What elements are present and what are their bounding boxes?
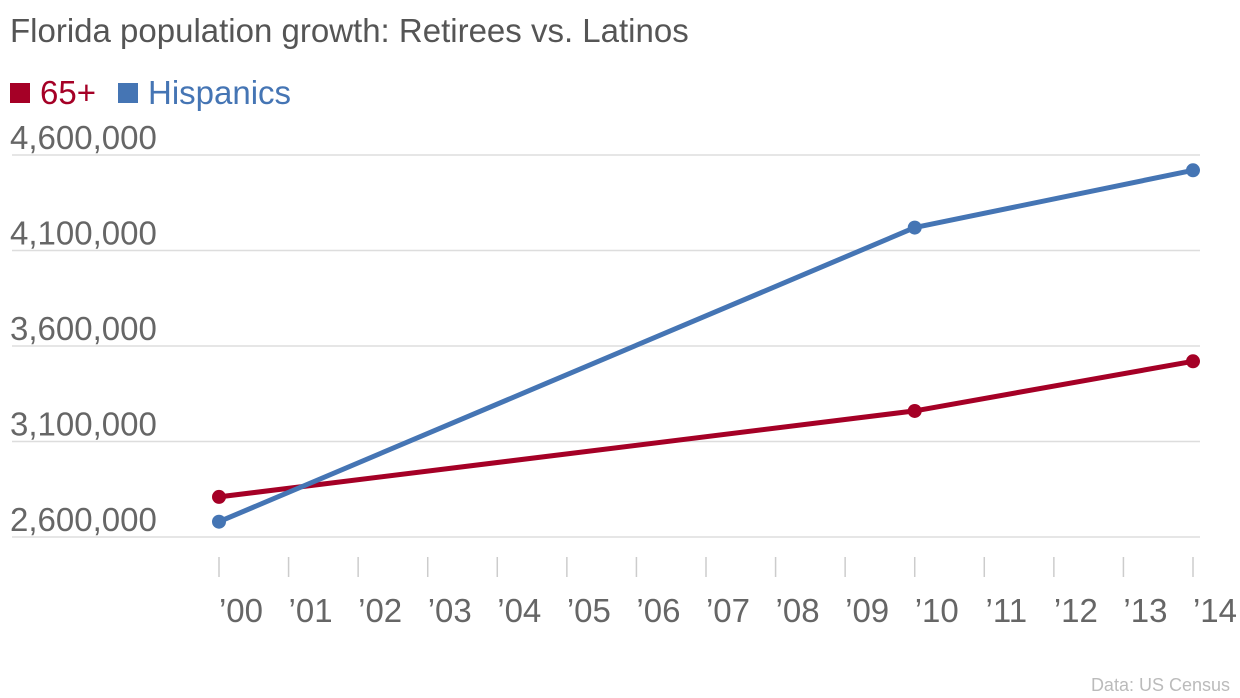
legend-swatch-hispanics bbox=[117, 83, 138, 103]
x-tick-label-2005: ’05 bbox=[567, 592, 611, 629]
legend-item-65-plus: 65+ bbox=[10, 74, 96, 112]
data-point-hispanics-2000 bbox=[212, 514, 226, 529]
y-tick-label-3600000: 3,600,000 bbox=[10, 310, 157, 347]
y-axis-tick-labels: 2,600,000 3,100,000 3,600,000 4,100,000 4,60… bbox=[10, 119, 157, 538]
x-tick-label-2006: ’06 bbox=[636, 592, 680, 629]
legend: 65+ Hispanics bbox=[10, 74, 313, 112]
legend-label-hispanics: Hispanics bbox=[147, 74, 292, 111]
x-tick-label-2008: ’08 bbox=[776, 592, 820, 629]
x-tick-label-2002: ’02 bbox=[358, 592, 402, 629]
chart-title: Florida population growth: Retirees vs. … bbox=[10, 12, 689, 49]
source-note: Data: US Census bbox=[1090, 675, 1230, 695]
series-lines bbox=[212, 163, 1200, 529]
x-tick-label-2012: ’12 bbox=[1054, 592, 1098, 629]
y-tick-label-4100000: 4,100,000 bbox=[10, 215, 157, 252]
y-tick-label-4600000: 4,600,000 bbox=[10, 119, 157, 156]
x-tick-label-2000: ’00 bbox=[219, 592, 263, 629]
data-point-65-2014 bbox=[1186, 354, 1200, 369]
y-tick-label-3100000: 3,100,000 bbox=[10, 406, 157, 443]
legend-item-hispanics: Hispanics bbox=[117, 74, 292, 112]
x-axis: ’00 ’01 ’02 ’03 ’04 ’05 ’06 ’07 ’08 ’09 ’10 ’11 ’12 ’… bbox=[218, 557, 1237, 629]
y-tick-label-2600000: 2,600,000 bbox=[10, 501, 157, 538]
x-tick-label-2004: ’04 bbox=[497, 592, 541, 629]
data-point-65-2010 bbox=[907, 403, 922, 418]
x-tick-label-2001: ’01 bbox=[289, 592, 333, 629]
x-tick-label-2011: ’11 bbox=[985, 592, 1027, 629]
gridlines bbox=[12, 154, 1200, 538]
legend-swatch-65-plus bbox=[10, 83, 30, 103]
x-tick-label-2007: ’07 bbox=[706, 592, 750, 629]
data-point-hispanics-2010 bbox=[907, 220, 922, 235]
x-tick-label-2009: ’09 bbox=[845, 592, 889, 629]
x-tick-label-2010: ’10 bbox=[915, 592, 959, 629]
data-point-65-2000 bbox=[212, 489, 226, 504]
data-point-hispanics-2014 bbox=[1186, 163, 1200, 178]
series-line-65 bbox=[216, 358, 1196, 500]
x-tick-label-2014: ’14 bbox=[1193, 592, 1237, 629]
legend-label-65-plus: 65+ bbox=[40, 74, 96, 111]
x-tick-label-2003: ’03 bbox=[428, 592, 472, 629]
x-tick-label-2013: ’13 bbox=[1123, 592, 1167, 629]
